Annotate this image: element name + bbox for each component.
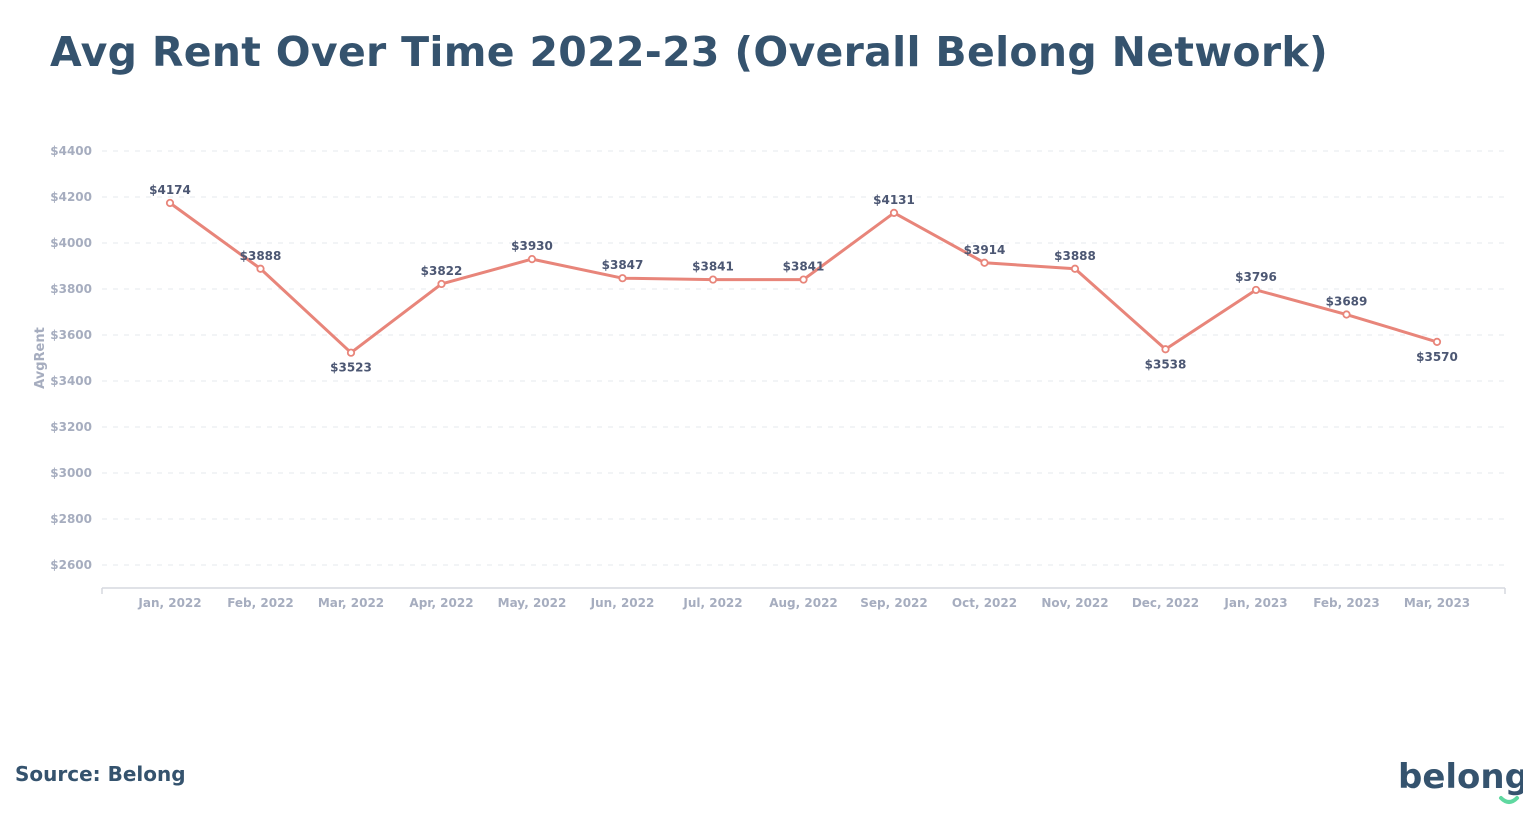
data-label: $3538	[1145, 357, 1187, 371]
data-label: $3888	[1054, 249, 1096, 263]
data-point	[980, 258, 989, 267]
data-point	[527, 255, 537, 264]
data-label: $4131	[873, 193, 915, 207]
x-tick-label: Sep, 2022	[860, 596, 928, 610]
chart-title: Avg Rent Over Time 2022-23 (Overall Belo…	[50, 28, 1328, 76]
data-point	[437, 279, 446, 289]
y-tick-label: $4200	[50, 190, 92, 204]
x-tick-label: Aug, 2022	[769, 596, 838, 610]
belong-logo: belong	[1398, 757, 1523, 804]
data-point	[889, 208, 899, 217]
data-label: $3822	[421, 264, 463, 278]
data-label: $3796	[1235, 270, 1277, 284]
x-tick-label: Jan, 2022	[137, 596, 201, 610]
data-point	[1342, 310, 1351, 319]
data-point	[708, 275, 718, 284]
x-tick-label: Nov, 2022	[1041, 596, 1108, 610]
logo-wordmark: belong	[1398, 757, 1523, 797]
data-label: $3914	[964, 243, 1006, 257]
data-point	[618, 274, 627, 283]
logo-smile-icon	[1499, 796, 1519, 804]
data-point	[1161, 345, 1170, 354]
x-tick-label: Jul, 2022	[682, 596, 742, 610]
data-point	[165, 198, 175, 208]
y-tick-label: $3400	[50, 374, 92, 388]
data-label: $3847	[602, 258, 644, 272]
y-tick-label: $4400	[50, 144, 92, 158]
data-label: $3570	[1416, 350, 1458, 364]
data-point	[1251, 285, 1261, 295]
data-label: $3888	[240, 249, 282, 263]
x-tick-label: Jun, 2022	[590, 596, 655, 610]
y-tick-label: $4000	[50, 236, 92, 250]
data-point	[346, 348, 356, 357]
data-point	[1070, 264, 1080, 273]
x-tick-label: Feb, 2022	[227, 596, 294, 610]
x-tick-label: Dec, 2022	[1132, 596, 1199, 610]
y-tick-label: $2600	[50, 558, 92, 572]
data-point	[1432, 337, 1442, 346]
data-label: $3523	[330, 361, 372, 375]
data-label: $4174	[149, 183, 191, 197]
data-label: $3689	[1326, 295, 1368, 309]
y-tick-label: $3600	[50, 328, 92, 342]
x-tick-label: Jan, 2023	[1223, 596, 1287, 610]
x-tick-label: Mar, 2022	[318, 596, 384, 610]
data-label: $3841	[783, 260, 825, 274]
x-tick-label: Apr, 2022	[409, 596, 473, 610]
data-point	[799, 275, 808, 284]
y-tick-label: $3800	[50, 282, 92, 296]
data-point	[256, 264, 265, 273]
y-tick-label: $3000	[50, 466, 92, 480]
data-label: $3930	[511, 239, 553, 253]
x-tick-label: Oct, 2022	[952, 596, 1017, 610]
y-tick-label: $2800	[50, 512, 92, 526]
x-tick-label: May, 2022	[498, 596, 567, 610]
x-tick-label: Mar, 2023	[1404, 596, 1470, 610]
x-tick-label: Feb, 2023	[1313, 596, 1380, 610]
y-axis-label: AvgRent	[33, 327, 48, 389]
source-note: Source: Belong	[15, 762, 186, 786]
y-tick-label: $3200	[50, 420, 92, 434]
data-label: $3841	[692, 260, 734, 274]
